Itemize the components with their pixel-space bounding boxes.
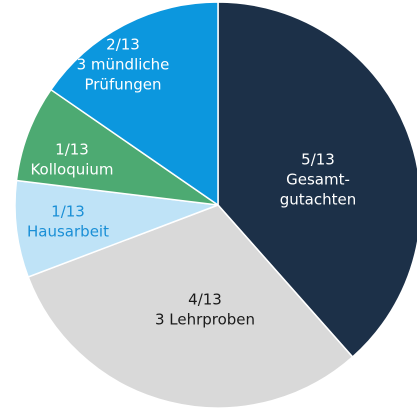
slice-category-label: Prüfungen	[84, 76, 161, 94]
slice-category-label: 3 Lehrproben	[155, 311, 255, 329]
slice-category-label: Gesamt-	[286, 171, 350, 189]
pie-slice	[14, 179, 219, 278]
slice-category-label: Kolloquium	[30, 161, 113, 179]
pie-slice	[15, 88, 219, 206]
pie-slice	[217, 1, 417, 359]
slice-value-label: 5/13	[301, 151, 335, 169]
slice-value-label: 4/13	[188, 291, 222, 309]
slice-value-label: 1/13	[55, 141, 89, 159]
slice-value-label: 2/13	[106, 36, 140, 54]
slice-value-label: 1/13	[51, 203, 85, 221]
slice-category-label: 3 mündliche	[77, 56, 170, 74]
slice-category-label: gutachten	[280, 191, 356, 209]
pie-slice	[27, 204, 354, 409]
slice-category-label: Hausarbeit	[27, 223, 109, 241]
pie-slice	[49, 1, 219, 207]
